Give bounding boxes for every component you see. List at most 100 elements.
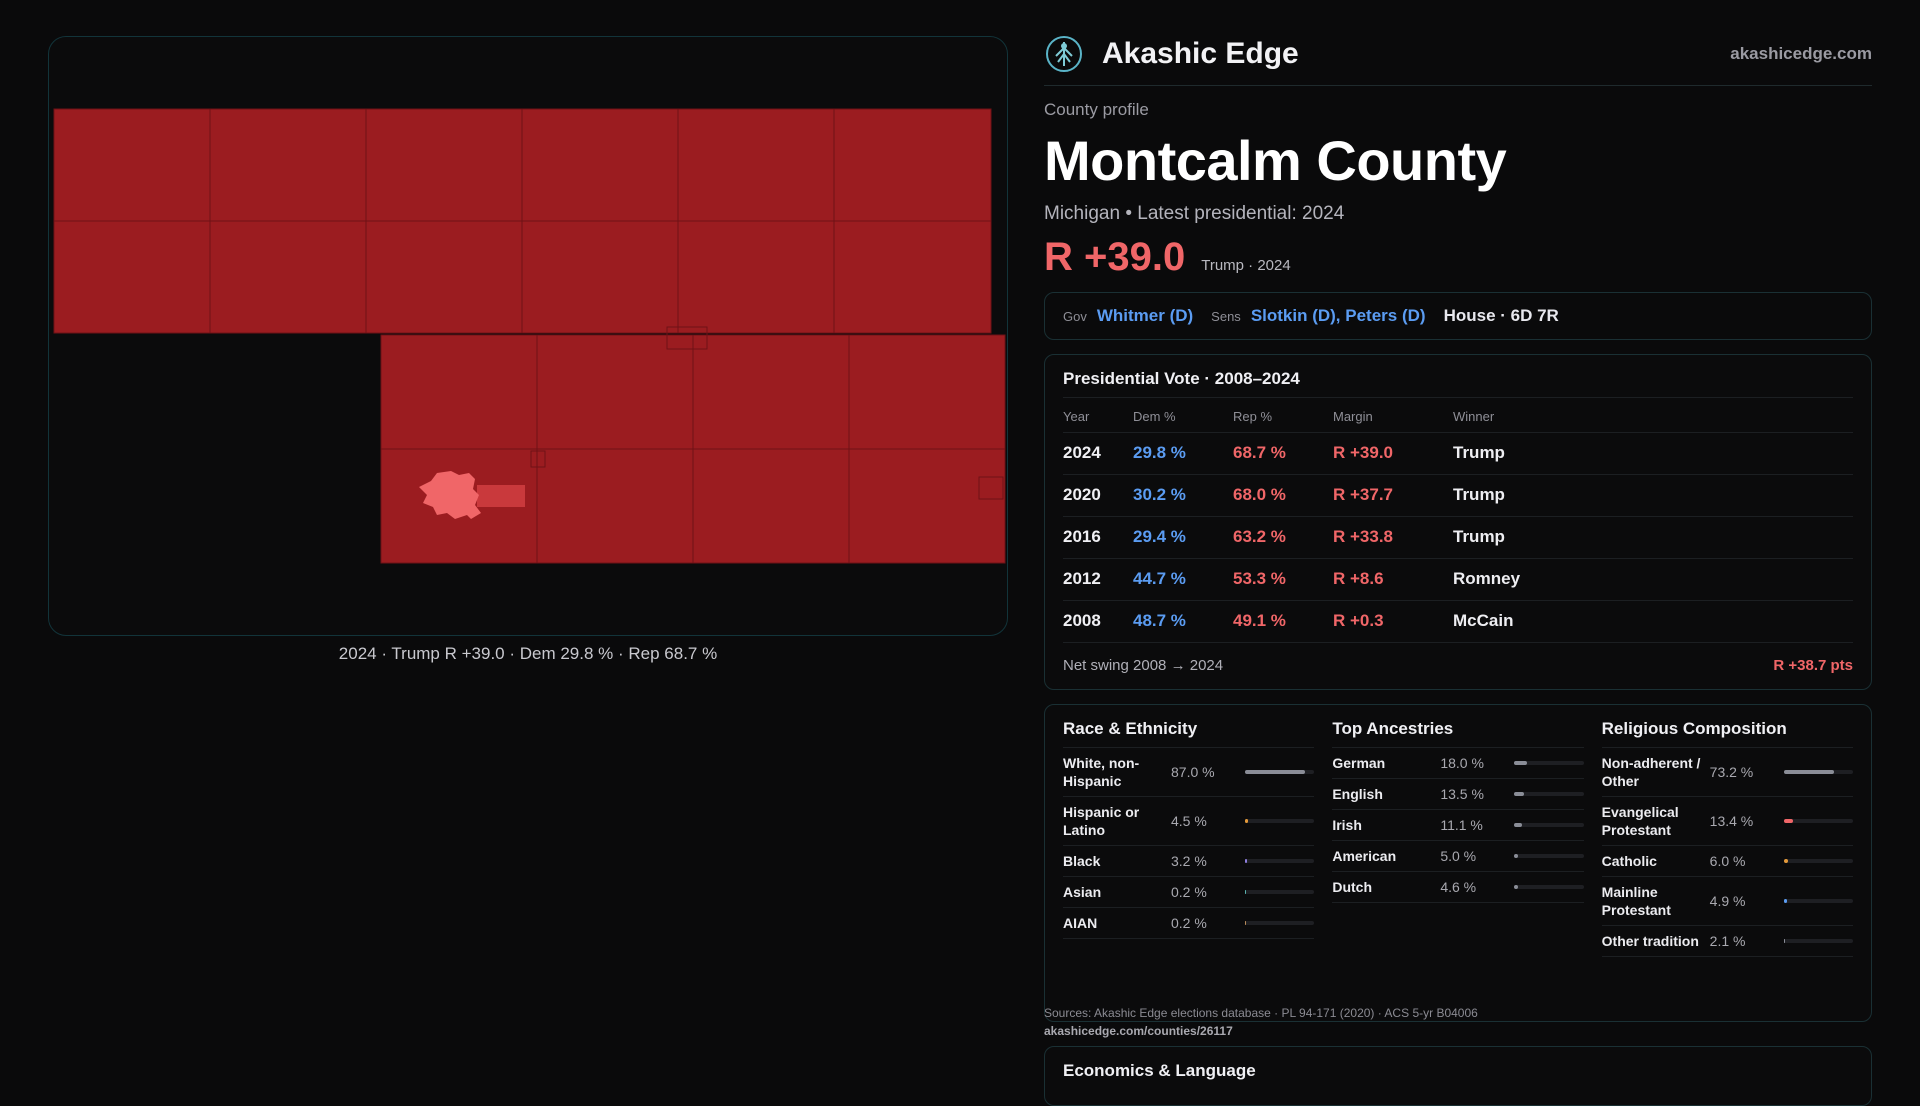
row-margin: R +37.7 — [1333, 474, 1453, 516]
officials-bar: Gov Whitmer (D) Sens Slotkin (D), Peters… — [1044, 292, 1872, 340]
item-percent: 0.2 % — [1171, 884, 1245, 900]
township-shape[interactable] — [849, 335, 1005, 449]
item-bar-fill — [1514, 854, 1517, 858]
township-shape[interactable] — [522, 221, 678, 333]
item-label: English — [1332, 785, 1440, 803]
item-percent: 13.5 % — [1440, 786, 1514, 802]
row-year: 2012 — [1063, 558, 1133, 600]
item-label: Hispanic or Latino — [1063, 803, 1171, 839]
township-shape[interactable] — [849, 449, 1005, 563]
item-bar — [1784, 939, 1853, 943]
item-bar — [1245, 770, 1314, 774]
item-percent: 18.0 % — [1440, 755, 1514, 771]
item-percent: 2.1 % — [1710, 933, 1784, 949]
item-percent: 5.0 % — [1440, 848, 1514, 864]
county-map-panel[interactable] — [48, 36, 1008, 636]
township-shape[interactable] — [210, 221, 366, 333]
tree-logo-icon[interactable] — [1044, 34, 1084, 74]
row-year: 2024 — [1063, 432, 1133, 474]
row-rep: 68.7 % — [1233, 432, 1333, 474]
item-bar — [1784, 770, 1853, 774]
item-percent: 3.2 % — [1171, 853, 1245, 869]
item-bar — [1245, 859, 1314, 863]
township-shape[interactable] — [693, 335, 849, 449]
item-label: Non-adherent / Other — [1602, 754, 1710, 790]
item-bar — [1514, 885, 1583, 889]
township-shape[interactable] — [678, 221, 834, 333]
item-bar-fill — [1514, 792, 1523, 796]
margin-summary: R +39.0 Trump · 2024 — [1044, 235, 1872, 280]
item-bar — [1784, 819, 1853, 823]
senators-link[interactable]: Slotkin (D), Peters (D) — [1251, 306, 1426, 326]
item-label: Evangelical Protestant — [1602, 803, 1710, 839]
item-label: American — [1332, 847, 1440, 865]
township-shape[interactable] — [522, 109, 678, 221]
township-shape[interactable] — [537, 449, 693, 563]
township-shape[interactable] — [366, 221, 522, 333]
item-percent: 11.1 % — [1440, 817, 1514, 833]
row-rep: 53.3 % — [1233, 558, 1333, 600]
item-bar — [1784, 859, 1853, 863]
item-bar-fill — [1245, 770, 1305, 774]
item-bar — [1514, 854, 1583, 858]
governor-link[interactable]: Whitmer (D) — [1097, 306, 1193, 326]
col-margin: Margin — [1333, 402, 1453, 432]
row-rep: 49.1 % — [1233, 600, 1333, 642]
township-shape[interactable] — [678, 109, 834, 221]
item-bar-fill — [1514, 823, 1522, 827]
item-bar — [1514, 792, 1583, 796]
row-winner: Trump — [1453, 432, 1853, 474]
item-percent: 4.6 % — [1440, 879, 1514, 895]
swing-label: Net swing 2008 → 2024 — [1063, 657, 1223, 674]
county-profile: Akashic Edge akashicedge.com County prof… — [1044, 30, 1872, 1022]
item-percent: 13.4 % — [1710, 813, 1784, 829]
item-label: White, non-Hispanic — [1063, 754, 1171, 790]
item-bar — [1514, 823, 1583, 827]
row-winner: Romney — [1453, 558, 1853, 600]
item-bar-fill — [1245, 859, 1247, 863]
township-shape[interactable] — [54, 109, 210, 221]
row-winner: Trump — [1453, 474, 1853, 516]
brand-name[interactable]: Akashic Edge — [1102, 37, 1299, 71]
item-bar — [1245, 921, 1314, 925]
township-shape[interactable] — [693, 449, 849, 563]
item-bar-fill — [1245, 819, 1248, 823]
township-shape[interactable] — [834, 109, 991, 221]
township-shape[interactable] — [537, 335, 693, 449]
net-swing: Net swing 2008 → 2024 R +38.7 pts — [1063, 657, 1853, 674]
gov-label: Gov — [1063, 309, 1087, 324]
township-shape[interactable] — [210, 109, 366, 221]
item-label: Black — [1063, 852, 1171, 870]
col-year: Year — [1063, 402, 1133, 432]
county-map[interactable] — [49, 37, 1008, 636]
presidential-title: Presidential Vote · 2008–2024 — [1063, 369, 1853, 398]
source-url-link[interactable]: akashicedge.com/counties/26117 — [1044, 1024, 1478, 1038]
row-dem: 30.2 % — [1133, 474, 1233, 516]
township-shape[interactable] — [54, 221, 210, 333]
item-label: AIAN — [1063, 914, 1171, 932]
item-label: Asian — [1063, 883, 1171, 901]
township-shape[interactable] — [381, 335, 537, 449]
item-label: Catholic — [1602, 852, 1710, 870]
row-margin: R +0.3 — [1333, 600, 1453, 642]
item-bar-fill — [1784, 939, 1785, 943]
township-shape[interactable] — [366, 109, 522, 221]
township-shape[interactable] — [834, 221, 991, 333]
item-label: Other tradition — [1602, 932, 1710, 950]
item-bar — [1514, 761, 1583, 765]
race-title: Race & Ethnicity — [1063, 719, 1314, 748]
brand-header: Akashic Edge akashicedge.com — [1044, 30, 1872, 86]
brand-domain-link[interactable]: akashicedge.com — [1730, 44, 1872, 64]
row-year: 2020 — [1063, 474, 1133, 516]
item-bar — [1784, 899, 1853, 903]
profile-kicker: County profile — [1044, 100, 1872, 120]
sources-text: Sources: Akashic Edge elections database… — [1044, 1006, 1478, 1020]
page-subtitle: Michigan • Latest presidential: 2024 — [1044, 203, 1872, 225]
